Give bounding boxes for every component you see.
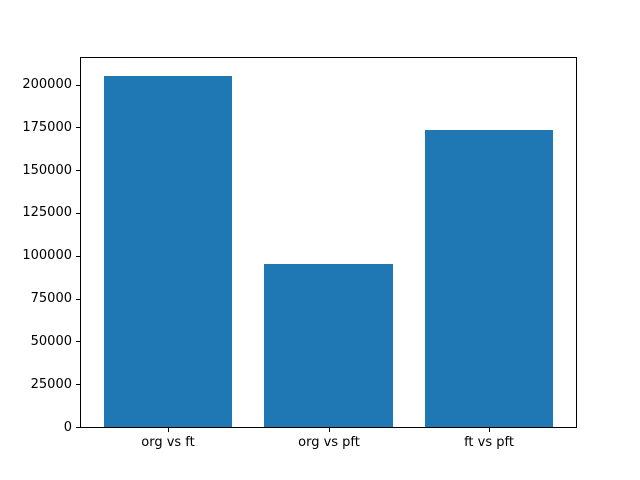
bar-org-vs-ft [103, 76, 233, 427]
x-tick-label: org vs ft [141, 435, 195, 450]
y-tick-mark [76, 256, 80, 257]
x-tick-label: org vs pft [298, 435, 360, 450]
y-tick-label: 0 [63, 420, 72, 435]
y-tick-mark [76, 127, 80, 128]
x-tick-label: ft vs pft [464, 435, 514, 450]
y-tick-label: 75000 [30, 291, 72, 306]
x-tick-mark [168, 428, 169, 432]
y-tick-label: 25000 [30, 377, 72, 392]
x-tick-mark [329, 428, 330, 432]
y-tick-label: 200000 [22, 77, 72, 92]
y-tick-mark [76, 213, 80, 214]
x-tick-mark [489, 428, 490, 432]
y-tick-mark [76, 299, 80, 300]
y-tick-label: 125000 [22, 205, 72, 220]
y-tick-mark [76, 427, 80, 428]
bar-ft-vs-pft [424, 129, 554, 427]
y-tick-mark [76, 85, 80, 86]
y-tick-mark [76, 384, 80, 385]
y-tick-label: 175000 [22, 120, 72, 135]
bar-org-vs-pft [264, 264, 393, 427]
y-tick-label: 100000 [22, 248, 72, 263]
y-tick-mark [76, 170, 80, 171]
y-tick-label: 50000 [30, 334, 72, 349]
y-tick-label: 150000 [22, 163, 72, 178]
y-tick-mark [76, 341, 80, 342]
